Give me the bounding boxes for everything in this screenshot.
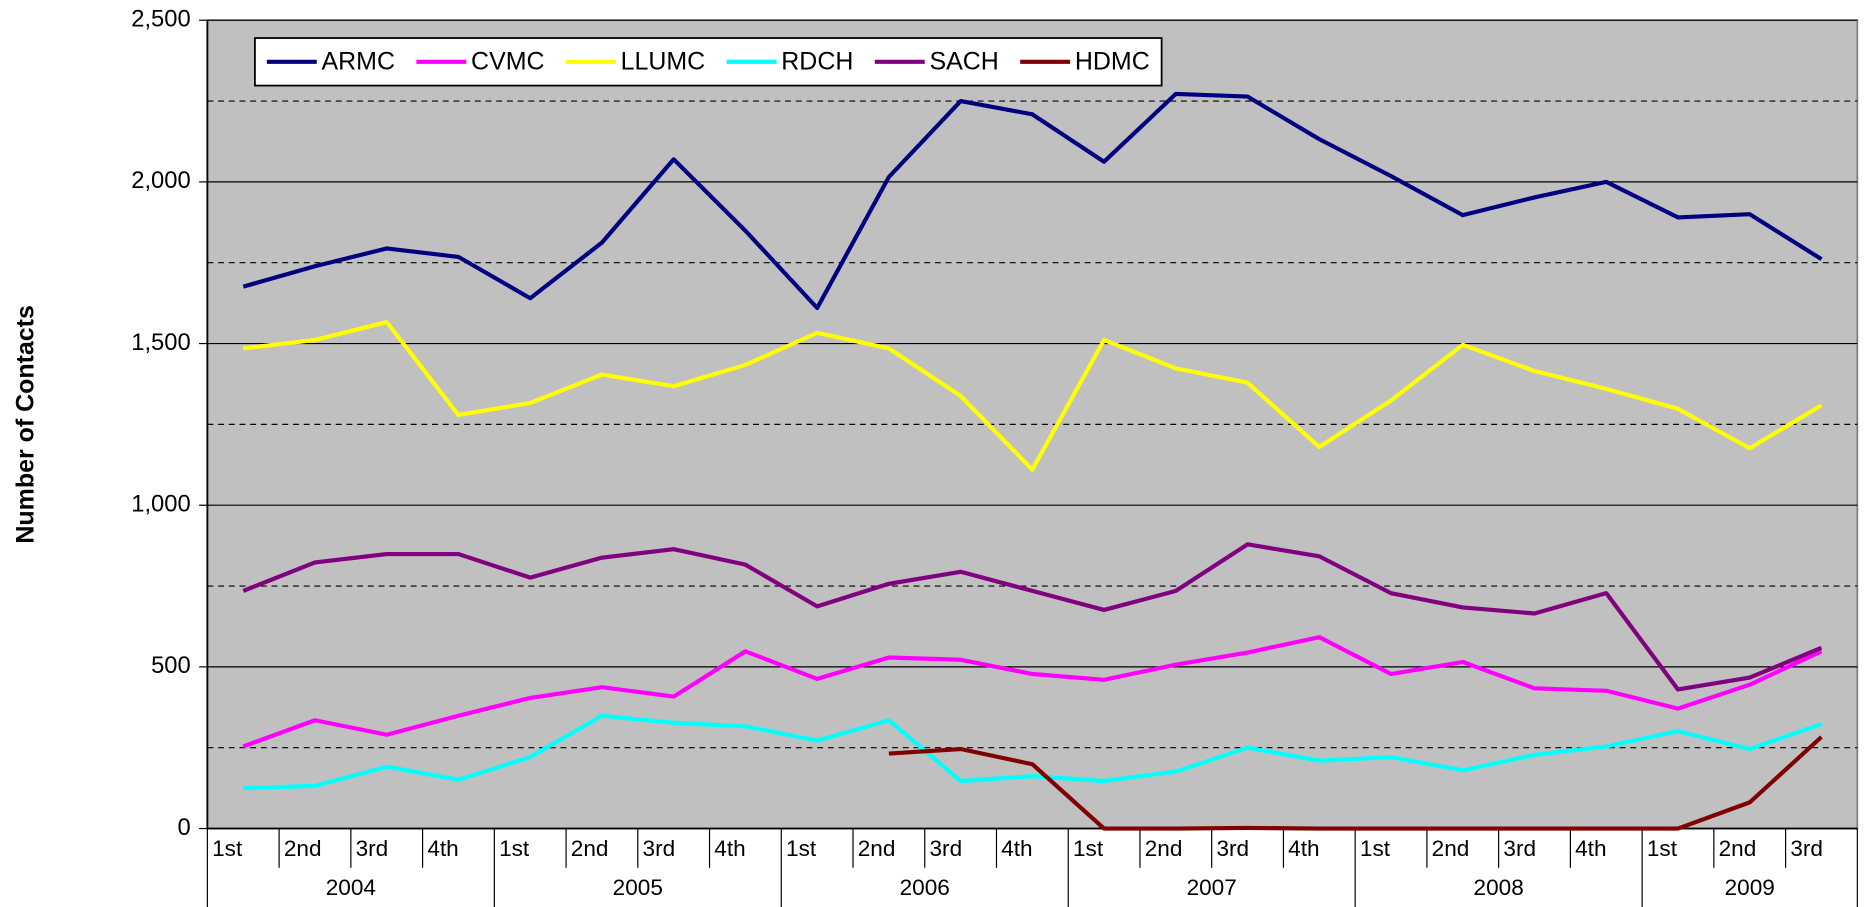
y-tick-label: 1,500 (131, 329, 190, 356)
x-group-label: 2006 (900, 875, 950, 900)
x-tick-label: 1st (1360, 836, 1391, 861)
legend-box (254, 37, 1163, 87)
x-tick-label: 1st (212, 836, 243, 861)
y-tick-label: 1,000 (131, 490, 190, 517)
x-tick-label: 2nd (1432, 836, 1470, 861)
x-tick-label: 3rd (930, 836, 963, 861)
y-tick-label: 500 (151, 652, 191, 679)
x-group-label: 2007 (1187, 875, 1237, 900)
x-group-label: 2009 (1725, 875, 1775, 900)
series-line (243, 320, 1823, 472)
series-line (888, 735, 1823, 831)
x-tick-label: 3rd (356, 836, 389, 861)
x-tick-label: 1st (786, 836, 817, 861)
x-tick-label: 4th (427, 836, 458, 861)
x-tick-label: 1st (1647, 836, 1678, 861)
x-tick-label: 2nd (858, 836, 896, 861)
x-tick-label: 1st (499, 836, 530, 861)
x-tick-label: 1st (1073, 836, 1104, 861)
x-tick-label: 4th (1575, 836, 1606, 861)
legend-label: CVMC (471, 48, 544, 76)
x-tick-label: 3rd (1790, 836, 1823, 861)
x-tick-label: 2nd (1145, 836, 1183, 861)
x-tick-label: 2nd (571, 836, 609, 861)
series-line (242, 91, 1823, 311)
x-tick-label: 3rd (643, 836, 676, 861)
x-group-label: 2005 (613, 875, 663, 900)
x-group-label: 2004 (326, 875, 376, 900)
legend-label: HDMC (1075, 48, 1150, 76)
legend-label: ARMC (321, 48, 394, 76)
x-tick-label: 4th (1288, 836, 1319, 861)
x-tick-label: 4th (1001, 836, 1032, 861)
legend-label: SACH (929, 48, 998, 76)
series-line (242, 635, 1823, 749)
y-tick-label: 2,500 (131, 5, 190, 32)
legend-label: LLUMC (621, 48, 706, 76)
x-tick-label: 2nd (1719, 836, 1757, 861)
series-line (243, 713, 1823, 791)
series-line (242, 542, 1823, 692)
y-axis-label: Number of Contacts (11, 305, 39, 543)
x-tick-label: 4th (714, 836, 745, 861)
y-tick-label: 2,000 (131, 167, 190, 194)
x-tick-label: 2nd (284, 836, 322, 861)
x-tick-label: 3rd (1216, 836, 1249, 861)
x-group-label: 2008 (1474, 875, 1524, 900)
y-tick-label: 0 (178, 814, 191, 841)
x-tick-label: 3rd (1503, 836, 1536, 861)
legend-label: RDCH (781, 48, 853, 76)
